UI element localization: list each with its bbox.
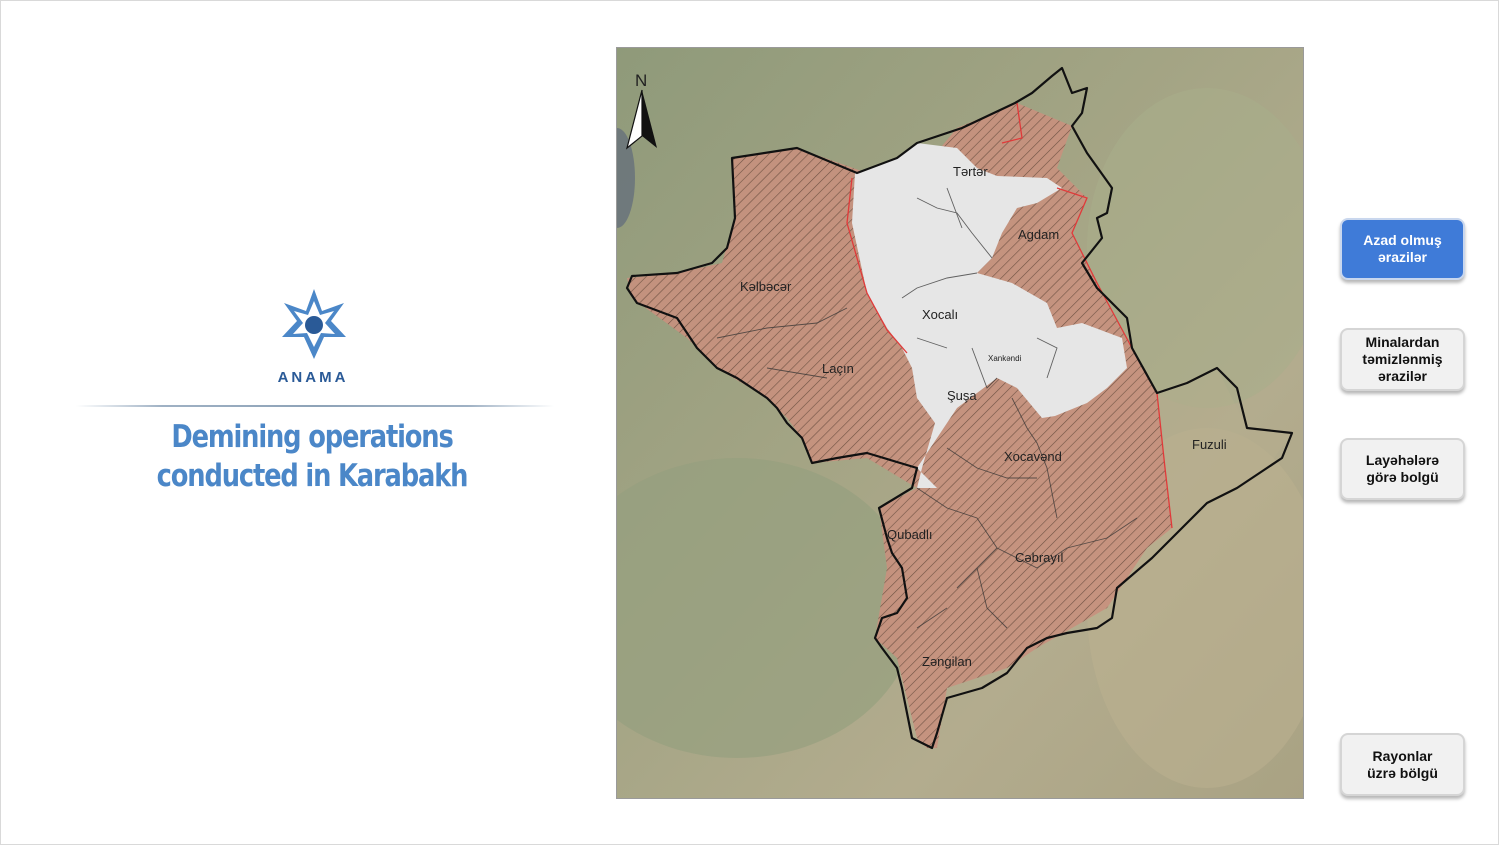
liberated-area [627,103,1172,748]
karabakh-map[interactable]: N Tərtər Agdam Kəlbəcər Xocalı Xankəndi … [616,47,1304,799]
anama-logo-text: ANAMA [277,369,349,386]
north-label: N [635,71,647,90]
label-xankendi: Xankəndi [988,354,1022,363]
label-xocali: Xocalı [922,307,958,322]
fuzuli-area [1157,368,1292,528]
north-arrow-icon [625,89,657,150]
label-fuzuli: Fuzuli [1192,437,1227,452]
page-title: Demining operations conducted in Karabak… [146,418,478,496]
remaining-area [852,143,1127,488]
karabakh-outline [625,66,1294,750]
divider-line [76,405,554,407]
label-kelbecer: Kəlbəcər [740,279,792,294]
label-qubadli: Qubadlı [887,527,933,542]
districts-division-button[interactable]: Rayonlar üzrə bölgü [1340,733,1465,796]
label-susa: Şuşa [947,388,977,403]
title-line-2: conducted in Karabakh [156,458,469,494]
label-terter: Tərtər [953,164,988,179]
label-cebrayil: Cəbrayıl [1015,550,1064,565]
projects-division-button[interactable]: Layəhələrə görə bolgü [1340,438,1465,500]
label-zengilan: Zəngilan [922,654,972,669]
title-line-1: Demining operations [171,419,453,455]
anama-star-icon [282,289,346,359]
liberated-areas-button[interactable]: Azad olmuş ərazilər [1340,218,1465,280]
label-xocavend: Xocavənd [1004,449,1062,464]
cleared-areas-button[interactable]: Minalardan təmizlənmiş ərazilər [1340,328,1465,391]
label-agdam: Agdam [1018,227,1059,242]
label-lacin: Laçın [822,361,854,376]
